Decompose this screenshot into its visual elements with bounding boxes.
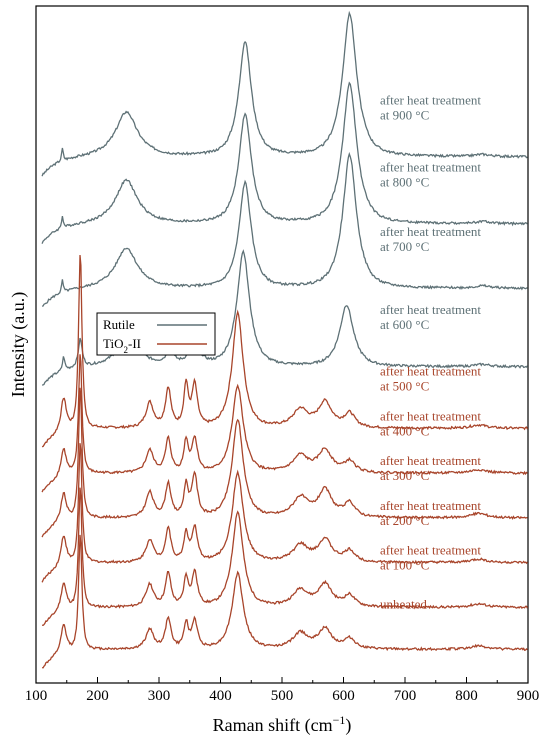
series-label-line2: at 900 °C xyxy=(380,107,429,122)
series-label-line1: after heat treatment xyxy=(380,159,481,174)
x-axis-ticks: 100 200 300 400 500 600 700 800 900 xyxy=(25,677,540,704)
legend-label-rutile: Rutile xyxy=(103,317,135,332)
spectrum-tio2ii-9 xyxy=(41,534,528,669)
spectrum-tio2ii-8 xyxy=(42,487,528,626)
series-label-line2: at 100 °C xyxy=(380,558,429,573)
series-label-line2: at 300 °C xyxy=(380,468,429,483)
x-tick-label: 100 xyxy=(25,688,48,704)
series-label-line2: at 500 °C xyxy=(380,379,429,394)
x-tick-label: 700 xyxy=(394,688,417,704)
x-axis-title: Raman shift (cm−1) xyxy=(213,713,352,736)
series-label-line1: after heat treatment xyxy=(380,92,481,107)
spectrum-tio2ii-4 xyxy=(41,254,528,448)
series-label-line2: at 400 °C xyxy=(380,423,429,438)
series-label-line2: at 800 °C xyxy=(380,174,429,189)
series-label-line1: after heat treatment xyxy=(380,302,481,317)
series-label-line1: after heat treatment xyxy=(380,364,481,379)
series-label-line2: at 700 °C xyxy=(380,239,429,254)
legend-box xyxy=(96,312,216,356)
series-label-line1: after heat treatment xyxy=(380,224,481,239)
series-label-line1: after heat treatment xyxy=(380,408,481,423)
x-tick-label: 300 xyxy=(148,688,171,704)
series-label-line2: at 600 °C xyxy=(380,317,429,332)
legend-label-tio2ii: TiO2-II xyxy=(103,336,141,355)
spectrum-tio2ii-7 xyxy=(41,443,528,583)
series-label-line1: after heat treatment xyxy=(380,498,481,513)
y-axis-title: Intensity (a.u.) xyxy=(8,292,29,397)
series-label-line1: unheated xyxy=(380,597,427,612)
series-label-line2: at 200 °C xyxy=(380,513,429,528)
spectrum-tio2ii-6 xyxy=(41,387,528,538)
x-tick-label: 500 xyxy=(271,688,294,704)
x-tick-label: 800 xyxy=(455,688,478,704)
spectrum-tio2ii-5 xyxy=(41,354,528,493)
spectrum-rutile-0 xyxy=(41,10,528,177)
series-label-line1: after heat treatment xyxy=(380,453,481,468)
spectrum-rutile-1 xyxy=(41,81,528,244)
x-tick-label: 600 xyxy=(332,688,355,704)
legend: Rutile TiO2-II xyxy=(96,312,216,356)
x-tick-label: 900 xyxy=(517,688,540,704)
x-tick-label: 200 xyxy=(86,688,109,704)
series-label-line1: after heat treatment xyxy=(380,543,481,558)
spectrum-rutile-2 xyxy=(41,151,528,307)
x-tick-label: 400 xyxy=(209,688,232,704)
